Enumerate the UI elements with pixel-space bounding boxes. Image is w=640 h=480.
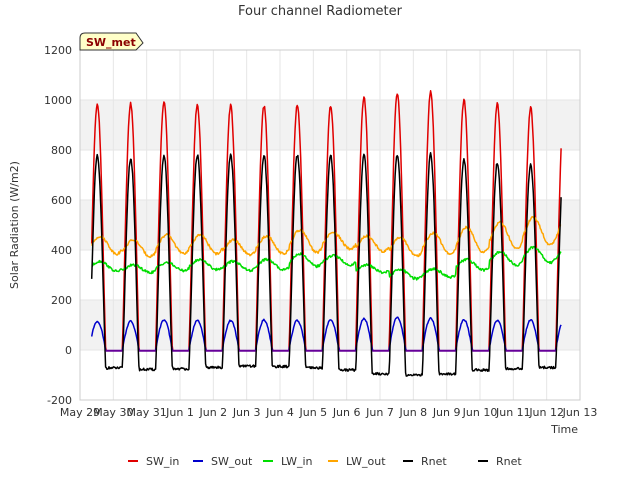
plot-band <box>80 300 580 350</box>
x-tick-label: May 30 <box>93 406 133 419</box>
x-tick-label: Jun 3 <box>232 406 261 419</box>
legend: SW_in SW_out LW_in LW_out Rnet Rnet <box>128 455 522 468</box>
x-tick-label: Jun 1 <box>165 406 194 419</box>
x-tick-label: Jun 7 <box>365 406 394 419</box>
badge-shape <box>79 32 144 51</box>
y-tick-labels: -200 0 200 400 600 800 1000 1200 <box>44 44 72 407</box>
x-tick-label: May 29 <box>60 406 100 419</box>
y-tick-label: 200 <box>51 294 72 307</box>
y-tick-label: 600 <box>51 194 72 207</box>
x-tick-label: Jun 10 <box>462 406 498 419</box>
x-tick-label: Jun 5 <box>298 406 327 419</box>
x-tick-label: Jun 4 <box>265 406 294 419</box>
x-tick-label: Jun 12 <box>528 406 564 419</box>
legend-label: SW_out <box>211 455 253 468</box>
legend-label: LW_in <box>281 455 313 468</box>
x-tick-label: Jun 11 <box>495 406 531 419</box>
legend-label: Rnet <box>496 455 522 468</box>
y-tick-label: 0 <box>65 344 72 357</box>
y-tick-label: 400 <box>51 244 72 257</box>
x-tick-label: Jun 6 <box>332 406 361 419</box>
plot-band <box>80 200 580 250</box>
series-layer <box>90 90 562 377</box>
x-tick-label: May 31 <box>127 406 167 419</box>
legend-item: Rnet <box>478 455 522 468</box>
legend-item: SW_in <box>128 455 179 468</box>
legend-label: Rnet <box>421 455 447 468</box>
legend-item: Rnet <box>403 455 447 468</box>
legend-label: SW_in <box>146 455 179 468</box>
series-line-rnet <box>90 151 562 377</box>
y-tick-label: -200 <box>47 394 72 407</box>
y-axis-label: Solar Radiation (W/m2) <box>8 161 21 289</box>
badge-label: SW_met <box>86 36 136 49</box>
y-tick-label: 1000 <box>44 94 72 107</box>
x-tick-label: Jun 8 <box>398 406 427 419</box>
x-tick-label: Jun 13 <box>562 406 598 419</box>
legend-item: SW_out <box>193 455 253 468</box>
sw-met-badge: SW_met <box>79 32 144 51</box>
legend-item: LW_in <box>263 455 313 468</box>
chart-title: Four channel Radiometer <box>238 4 403 19</box>
y-tick-label: 1200 <box>44 44 72 57</box>
y-tick-label: 800 <box>51 144 72 157</box>
x-tick-label: Jun 2 <box>198 406 227 419</box>
plot-frame <box>79 49 581 401</box>
x-axis-label: Time <box>550 423 578 436</box>
x-tick-label: Jun 9 <box>432 406 461 419</box>
legend-label: LW_out <box>346 455 386 468</box>
legend-item: LW_out <box>328 455 386 468</box>
